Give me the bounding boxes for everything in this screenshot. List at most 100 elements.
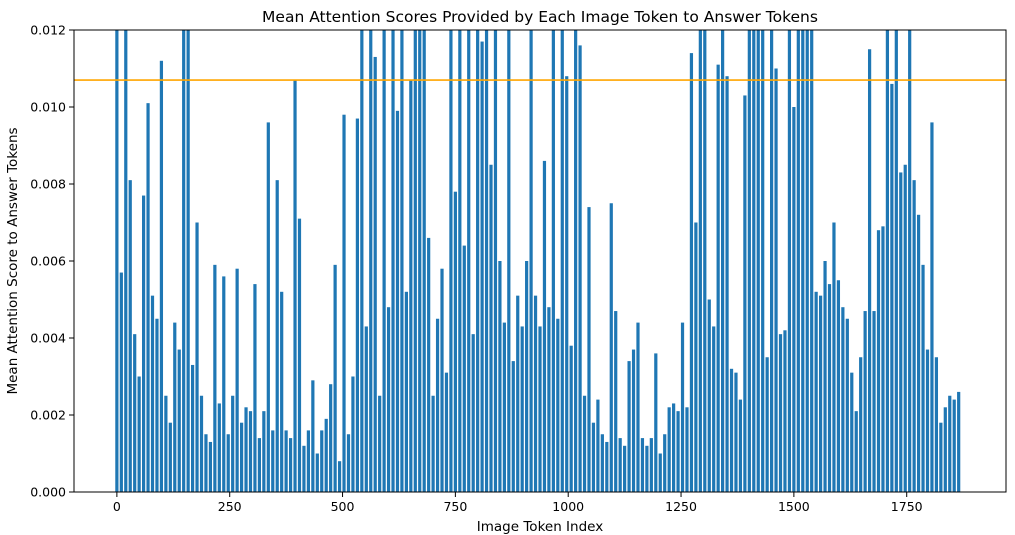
bar (222, 276, 226, 492)
y-tick-label: 0.000 (30, 485, 66, 500)
bar (770, 30, 774, 492)
bar (712, 326, 716, 492)
bar (658, 453, 662, 492)
bar (346, 434, 351, 492)
bar (190, 364, 195, 492)
bar (444, 372, 449, 492)
bar (253, 284, 257, 492)
bar (150, 295, 155, 492)
bar (337, 461, 342, 492)
bar (663, 434, 667, 492)
bar (574, 30, 578, 492)
x-tick-label: 500 (331, 499, 355, 514)
bar (667, 407, 671, 492)
y-tick-label: 0.010 (30, 100, 66, 115)
x-tick-label: 1000 (552, 499, 584, 514)
bar (507, 30, 511, 492)
bar (899, 172, 903, 492)
bar (177, 349, 181, 492)
bar (146, 103, 150, 493)
bar (787, 30, 792, 492)
bar (765, 357, 769, 492)
bar (404, 291, 408, 492)
x-tick-label: 250 (218, 499, 242, 514)
bar (324, 418, 328, 492)
bar (115, 30, 119, 492)
y-tick-label: 0.004 (30, 331, 66, 346)
bar (168, 422, 172, 492)
bar (431, 395, 435, 492)
bar (734, 372, 738, 492)
bar (529, 30, 533, 492)
x-tick-label: 1500 (778, 499, 810, 514)
bar (587, 207, 591, 492)
bar (315, 453, 319, 492)
bar (934, 357, 939, 492)
bar (783, 330, 787, 492)
bar (649, 438, 653, 492)
bar (707, 299, 711, 492)
bar (876, 230, 881, 492)
bar (676, 411, 680, 492)
bar (204, 434, 208, 492)
bar (689, 53, 694, 492)
bar (943, 407, 947, 492)
bar (721, 30, 725, 492)
bar (582, 395, 587, 492)
bar (600, 434, 604, 492)
y-tick-label: 0.002 (30, 408, 66, 423)
bar (939, 422, 943, 492)
bar (418, 30, 422, 492)
bar (547, 307, 551, 492)
bar (239, 422, 244, 492)
x-axis: 0 250 500 750 1000 1250 1500 1750 (113, 492, 923, 514)
bar (841, 307, 845, 492)
bar (578, 45, 582, 493)
bar (262, 411, 266, 492)
bar (480, 41, 484, 493)
bar (137, 376, 141, 492)
bar (333, 264, 337, 492)
bar (476, 30, 480, 492)
bar (894, 30, 898, 492)
bar (645, 445, 649, 492)
bar (818, 295, 823, 492)
bar (458, 30, 462, 492)
bar (413, 30, 417, 492)
bar (302, 445, 306, 492)
bar (467, 30, 471, 492)
bar (957, 391, 961, 492)
bar (930, 122, 934, 493)
bar (284, 430, 288, 492)
bar (703, 30, 707, 492)
bar (311, 380, 315, 492)
bar (244, 407, 248, 492)
bar (471, 334, 475, 492)
bar (680, 322, 685, 492)
bar (369, 30, 373, 492)
bar (516, 295, 520, 492)
bar (520, 326, 524, 492)
bar (217, 403, 221, 492)
bar (489, 164, 493, 492)
bar (257, 438, 262, 492)
bar (173, 322, 177, 492)
bar (195, 222, 199, 492)
bar (792, 107, 796, 492)
bar (948, 395, 952, 492)
bar (640, 438, 645, 492)
bar (164, 395, 168, 492)
bar (364, 326, 368, 492)
bar (382, 30, 386, 492)
bar (128, 180, 132, 492)
x-tick-label: 0 (113, 499, 121, 514)
bar (351, 376, 355, 492)
bar (560, 30, 564, 492)
bar (395, 110, 400, 492)
bar (142, 195, 146, 493)
bar (565, 76, 569, 492)
bar (155, 318, 159, 492)
bar (631, 349, 636, 492)
bar (796, 30, 800, 492)
